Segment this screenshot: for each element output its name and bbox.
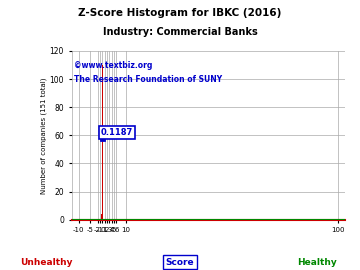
Bar <box>101 214 102 220</box>
Text: Z-Score Histogram for IBKC (2016): Z-Score Histogram for IBKC (2016) <box>78 8 282 18</box>
Text: Healthy: Healthy <box>297 258 337 266</box>
Text: ©www.textbiz.org: ©www.textbiz.org <box>75 61 153 70</box>
Text: Industry: Commercial Banks: Industry: Commercial Banks <box>103 27 257 37</box>
Bar <box>102 65 103 220</box>
Text: The Research Foundation of SUNY: The Research Foundation of SUNY <box>75 75 222 83</box>
Text: Unhealthy: Unhealthy <box>21 258 73 266</box>
Text: 0.1187: 0.1187 <box>101 128 133 137</box>
Text: Score: Score <box>166 258 194 266</box>
Y-axis label: Number of companies (151 total): Number of companies (151 total) <box>40 77 47 194</box>
